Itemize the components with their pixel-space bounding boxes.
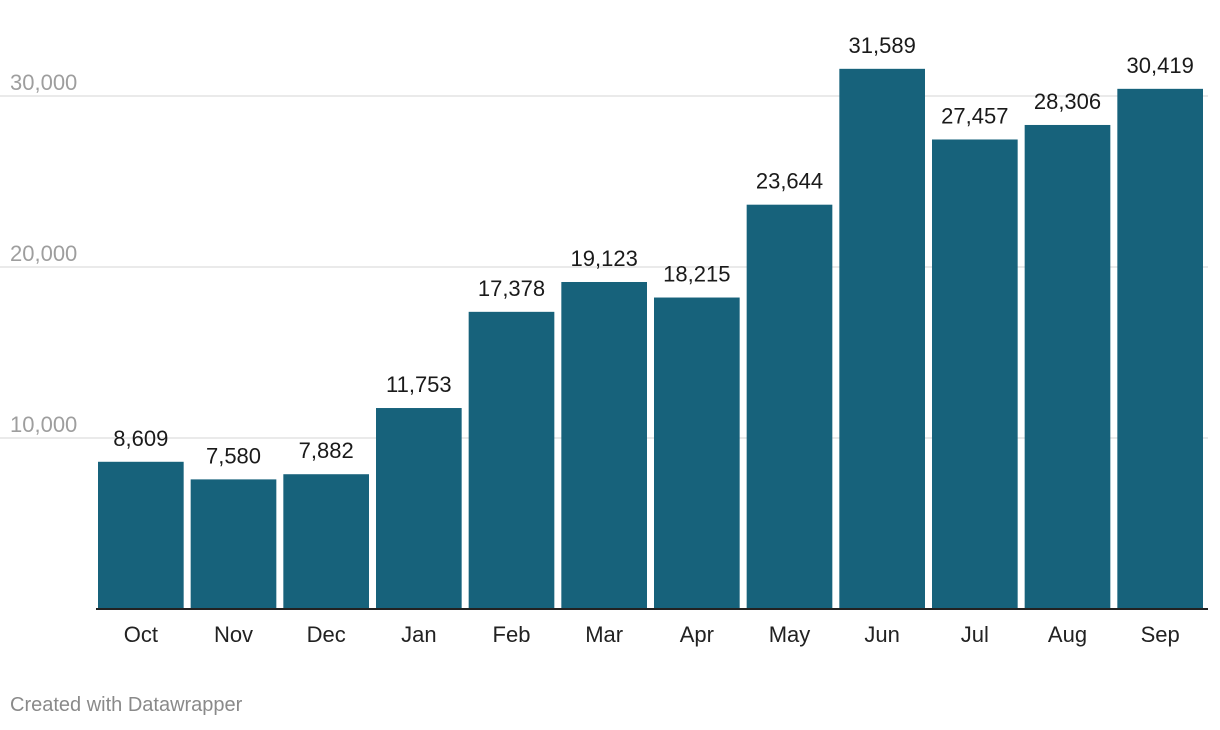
x-tick-label: Aug — [1048, 622, 1087, 647]
bars — [98, 68, 1203, 610]
data-label: 19,123 — [571, 246, 638, 271]
bar-jan — [376, 408, 462, 609]
data-label: 8,609 — [113, 426, 168, 451]
bar-may — [746, 204, 833, 609]
bar-aug — [1024, 124, 1111, 609]
y-tick-label: 20,000 — [10, 241, 77, 266]
x-tick-label: Oct — [124, 622, 158, 647]
data-label: 7,882 — [299, 438, 354, 463]
data-label: 17,378 — [478, 276, 545, 301]
bar-chart: 8,609 7,580 7,882 11,753 17,378 19,123 18,215 2… — [0, 33, 1208, 647]
data-label: 30,419 — [1127, 53, 1194, 78]
data-label: 18,215 — [663, 262, 730, 287]
data-label: 7,580 — [206, 443, 261, 468]
x-tick-label: May — [769, 622, 811, 647]
bar-jul — [932, 139, 1018, 610]
bar-mar — [561, 281, 647, 609]
data-label: 31,589 — [849, 33, 916, 58]
x-tick-label: Nov — [214, 622, 253, 647]
x-tick-label: Dec — [307, 622, 346, 647]
bar-feb — [468, 311, 555, 609]
datawrapper-credit: Created with Datawrapper — [10, 694, 243, 716]
bar-dec — [283, 474, 369, 609]
bar-nov — [190, 479, 277, 609]
y-tick-label: 10,000 — [10, 412, 77, 437]
bar-jun — [839, 68, 925, 609]
data-label: 27,457 — [941, 103, 1008, 128]
x-tick-label: Jan — [401, 622, 436, 647]
y-tick-label: 30,000 — [10, 70, 77, 95]
data-label: 23,644 — [756, 169, 823, 194]
x-axis-ticks: Oct Nov Dec Jan Feb Mar Apr May Jun Jul Aug Sep — [124, 622, 1180, 647]
x-tick-label: Feb — [493, 622, 531, 647]
x-tick-label: Sep — [1141, 622, 1180, 647]
x-tick-label: Jul — [961, 622, 989, 647]
data-label: 28,306 — [1034, 89, 1101, 114]
x-tick-label: Jun — [864, 622, 899, 647]
bar-oct — [98, 461, 184, 609]
x-tick-label: Mar — [585, 622, 623, 647]
bar-sep — [1117, 88, 1203, 610]
x-tick-label: Apr — [680, 622, 714, 647]
data-labels: 8,609 7,580 7,882 11,753 17,378 19,123 18,215 2… — [113, 33, 1194, 469]
bar-apr — [654, 297, 740, 609]
y-axis-ticks: 10,000 20,000 30,000 — [10, 70, 77, 437]
data-label: 11,753 — [386, 372, 452, 397]
